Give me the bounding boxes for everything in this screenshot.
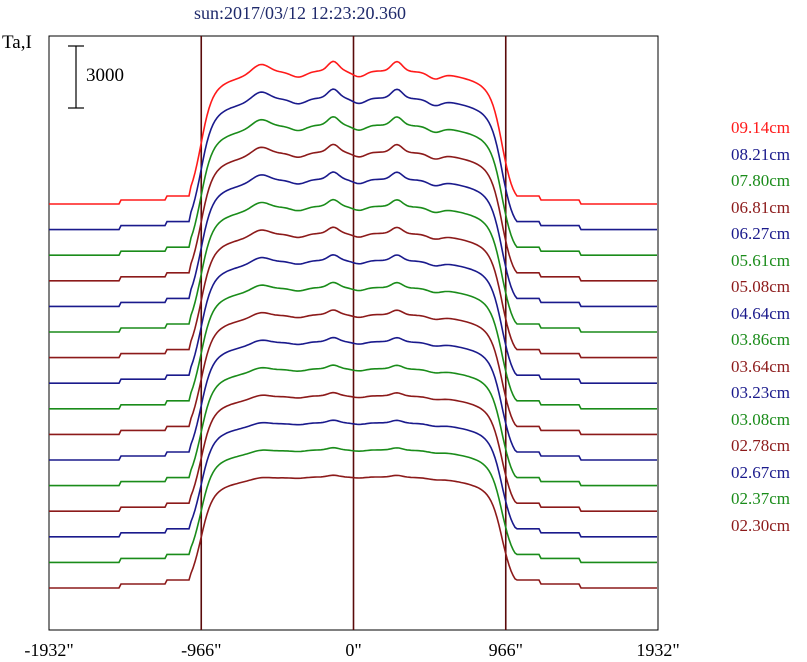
series-line-04.64cm — [49, 253, 657, 384]
series-line-06.27cm — [49, 171, 657, 308]
scale-bar — [68, 45, 84, 109]
legend-entry: 03.64cm — [731, 356, 791, 376]
legend-entry: 07.80cm — [731, 171, 791, 190]
x-tick-label: 1932" — [636, 640, 680, 660]
series-line-03.08cm — [49, 364, 657, 487]
legend-entry: 02.37cm — [731, 489, 791, 508]
series-line-03.23cm — [49, 336, 657, 461]
legend: 09.14cm 08.21cm 07.80cm 06.81cm 06.27cm 05.61… — [731, 118, 790, 542]
x-tick-label: 966" — [488, 640, 523, 660]
legend-entry: 05.08cm — [731, 277, 791, 296]
series-line-03.86cm — [49, 281, 657, 410]
series-line-02.67cm — [49, 419, 657, 538]
legend-entry: 02.67cm — [731, 462, 791, 482]
series-line-03.64cm — [49, 309, 657, 436]
series-line-09.14cm — [49, 60, 657, 205]
series-line-02.37cm — [49, 446, 657, 564]
x-tick-label: -966" — [181, 640, 222, 660]
legend-entry: 02.78cm — [731, 436, 791, 455]
legend-entry: 05.61cm — [731, 250, 791, 270]
series-line-06.81cm — [49, 143, 657, 282]
legend-entry: 03.86cm — [731, 330, 791, 349]
legend-entry: 03.23cm — [731, 383, 791, 402]
series-line-02.78cm — [49, 391, 657, 512]
legend-entry: 08.21cm — [731, 144, 791, 164]
scale-bar-label: 3000 — [86, 65, 124, 86]
legend-entry: 06.27cm — [731, 224, 791, 243]
series-line-05.61cm — [49, 198, 657, 333]
series-line-05.08cm — [49, 226, 657, 359]
legend-entry: 09.14cm — [731, 118, 791, 137]
legend-entry: 03.08cm — [731, 409, 791, 429]
x-tick-label: -1932" — [24, 640, 74, 660]
x-tick-label: 0" — [345, 640, 362, 660]
legend-entry: 04.64cm — [731, 303, 791, 323]
series-line-07.80cm — [49, 115, 657, 256]
y-axis-label: Ta,I — [2, 32, 32, 53]
series-line-02.30cm — [49, 474, 657, 589]
legend-entry: 02.30cm — [731, 515, 791, 535]
legend-entry: 06.81cm — [731, 197, 791, 217]
chart-title: sun:2017/03/12 12:23:20.360 — [193, 3, 406, 23]
series-line-08.21cm — [49, 88, 657, 231]
